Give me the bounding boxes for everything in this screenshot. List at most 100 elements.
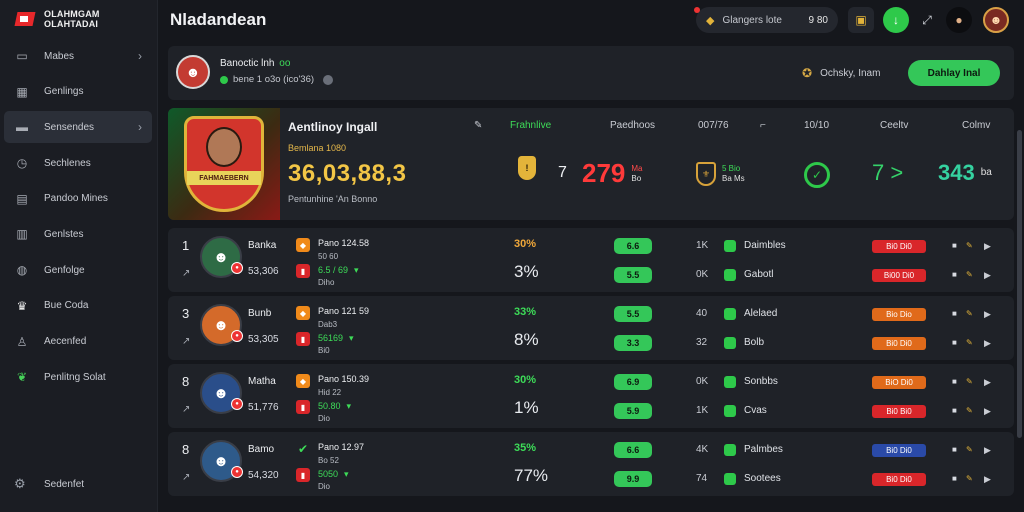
- sidebar-item-8[interactable]: ♙ Aecenfed: [4, 326, 152, 358]
- play-icon[interactable]: ▶: [984, 377, 991, 387]
- profile-avatar[interactable]: ☻: [176, 55, 210, 89]
- odds-pill-bottom[interactable]: 5.9: [614, 403, 652, 419]
- expand-icon: ⤢: [922, 12, 932, 27]
- profile-avatar-small[interactable]: ●: [946, 7, 972, 33]
- square-icon[interactable]: ■: [952, 474, 957, 483]
- play-icon[interactable]: ▶: [984, 445, 991, 455]
- pencil-icon[interactable]: ✎: [966, 445, 973, 454]
- table-row[interactable]: 8 ↗ ☻ ● Bamo 54,320 ✔ ▮ Pano 12.97 Bo 52…: [168, 432, 1014, 496]
- profile-badge-label: Ochsky, Inam: [820, 67, 881, 79]
- pencil-icon[interactable]: ✎: [966, 406, 973, 415]
- avatar[interactable]: ☻ ●: [200, 236, 243, 278]
- table-row[interactable]: 1 ↗ ☻ ● Banka 53,306 ◆ ▮ Pano 124.58 50 …: [168, 228, 1014, 292]
- row-k-top: 0K: [696, 376, 709, 387]
- search-input[interactable]: ◆ Glangers lote 9 80: [694, 7, 838, 33]
- sidebar-item-0[interactable]: ▭ Mabes ›: [4, 40, 152, 72]
- crest-band: FAHMAEBERN: [187, 171, 261, 185]
- avatar[interactable]: ☻ ●: [200, 372, 243, 414]
- featured-ring: ✓: [804, 162, 830, 188]
- play-icon[interactable]: ▶: [984, 338, 991, 348]
- pencil-icon[interactable]: ✎: [966, 241, 973, 250]
- table-row[interactable]: 3 ↗ ☻ ● Bunb 53,305 ◆ ▮ Pano 121 59 Dab3…: [168, 296, 1014, 360]
- sidebar-item-label: Pandoo Mines: [44, 193, 108, 205]
- wallet-button[interactable]: ▣: [848, 7, 874, 33]
- row-match-line: 56169 ▾: [318, 333, 354, 344]
- play-icon[interactable]: ▶: [984, 309, 991, 319]
- avatar[interactable]: ☻ ●: [200, 304, 243, 346]
- sidebar-item-4[interactable]: ▤ Pandoo Mines: [4, 183, 152, 215]
- sidebar-item-2[interactable]: ▬ Sensendes ›: [4, 111, 152, 144]
- sidebar-item-7[interactable]: ♛ Bue Coda: [4, 290, 152, 322]
- sidebar-item-label: Aecenfed: [44, 336, 87, 347]
- sidebar-item-3[interactable]: ◷ Sechlenes: [4, 147, 152, 179]
- user-icon: ●: [955, 13, 963, 27]
- info-icon[interactable]: [323, 74, 334, 85]
- triangle-down-icon: ▾: [349, 333, 354, 343]
- featured-red-tiny-b: Bo: [631, 173, 642, 183]
- triangle-down-icon: ▾: [346, 401, 352, 411]
- flag-icon: ●: [231, 398, 243, 410]
- sidebar-item-settings[interactable]: ⚙ Sedenfet: [14, 476, 84, 492]
- sidebar-item-9[interactable]: ❦ Penlitng Solat: [4, 361, 152, 393]
- status-square-icon: [724, 473, 736, 485]
- pencil-icon[interactable]: ✎: [966, 474, 973, 483]
- status-square-icon: [724, 337, 736, 349]
- trend-arrow-icon: ↗: [182, 472, 191, 483]
- pencil-icon[interactable]: ✎: [966, 338, 973, 347]
- avatar-face-icon: ☻: [185, 64, 201, 80]
- featured-card: FAHMAEBERN Aentlinoy Ingall Bemlana 1080…: [168, 108, 1014, 220]
- odds-pill-bottom[interactable]: 3.3: [614, 335, 652, 351]
- odds-pill-top[interactable]: 6.6: [614, 442, 652, 458]
- odds-pill-top[interactable]: 6.6: [614, 238, 652, 254]
- square-icon[interactable]: ■: [952, 377, 957, 386]
- target-icon: ✓: [804, 162, 830, 188]
- square-icon[interactable]: ■: [952, 338, 957, 347]
- play-icon[interactable]: ▶: [984, 474, 991, 484]
- square-icon[interactable]: ■: [952, 445, 957, 454]
- triangle-down-icon: ▾: [344, 469, 349, 479]
- square-icon[interactable]: ■: [952, 406, 957, 415]
- pencil-icon[interactable]: ✎: [966, 309, 973, 318]
- pencil-icon[interactable]: ✎: [966, 270, 973, 279]
- odds-pill-top[interactable]: 5.5: [614, 306, 652, 322]
- featured-col-2: Paedhoos: [610, 120, 656, 131]
- play-icon[interactable]: ▶: [984, 270, 991, 280]
- row-k-top: 40: [696, 308, 708, 319]
- online-dot-icon: [220, 75, 228, 84]
- odds-pill-bottom[interactable]: 9.9: [614, 471, 652, 487]
- logo-text: OLAHMGAM OLAHTADAI: [44, 9, 100, 29]
- sidebar-item-label: Genlings: [44, 86, 84, 98]
- download-button[interactable]: ↓: [883, 7, 909, 33]
- status-badge: BiO Di0: [872, 376, 926, 389]
- globe-icon: ◍: [16, 263, 28, 278]
- pencil-icon[interactable]: ✎: [966, 377, 973, 386]
- user-avatar[interactable]: ☻: [983, 7, 1009, 33]
- status-badge: Bi0 Di0: [872, 473, 926, 486]
- scrollbar[interactable]: [1017, 130, 1022, 438]
- sidebar-item-6[interactable]: ◍ Genfolge: [4, 254, 152, 286]
- row-label-top: Palmbes: [744, 444, 783, 455]
- sidebar-item-5[interactable]: ▥ Genlstes: [4, 218, 152, 250]
- featured-title: Aentlinoy Ingall: [288, 120, 378, 134]
- edit-icon[interactable]: ✎: [474, 120, 483, 131]
- row-percent-top: 30%: [514, 374, 537, 386]
- odds-pill-bottom[interactable]: 5.5: [614, 267, 652, 283]
- play-icon[interactable]: ▶: [984, 241, 991, 251]
- calendar-icon: ▦: [16, 84, 28, 99]
- app-logo[interactable]: OLAHMGAM OLAHTADAI: [14, 8, 100, 30]
- square-icon[interactable]: ■: [952, 309, 957, 318]
- square-icon[interactable]: ■: [952, 241, 957, 250]
- odds-pill-top[interactable]: 6.9: [614, 374, 652, 390]
- check-icon: ✔: [297, 442, 309, 456]
- row-label-top: Alelaed: [744, 308, 778, 319]
- board-icon: ▥: [16, 227, 28, 242]
- square-icon[interactable]: ■: [952, 270, 957, 279]
- featured-red-tiny-a: Ma: [631, 163, 643, 173]
- profile-cta-button[interactable]: Dahlay Inal: [908, 60, 1000, 86]
- expand-button[interactable]: ⤢: [914, 7, 940, 33]
- sidebar: OLAHMGAM OLAHTADAI ▭ Mabes › ▦ Genlings ▬ Sens…: [0, 0, 158, 512]
- avatar[interactable]: ☻ ●: [200, 440, 243, 482]
- table-row[interactable]: 8 ↗ ☻ ● Matha 51,776 ◆ ▮ Pano 150.39 Hid…: [168, 364, 1014, 428]
- play-icon[interactable]: ▶: [984, 406, 991, 416]
- sidebar-item-1[interactable]: ▦ Genlings: [4, 76, 152, 108]
